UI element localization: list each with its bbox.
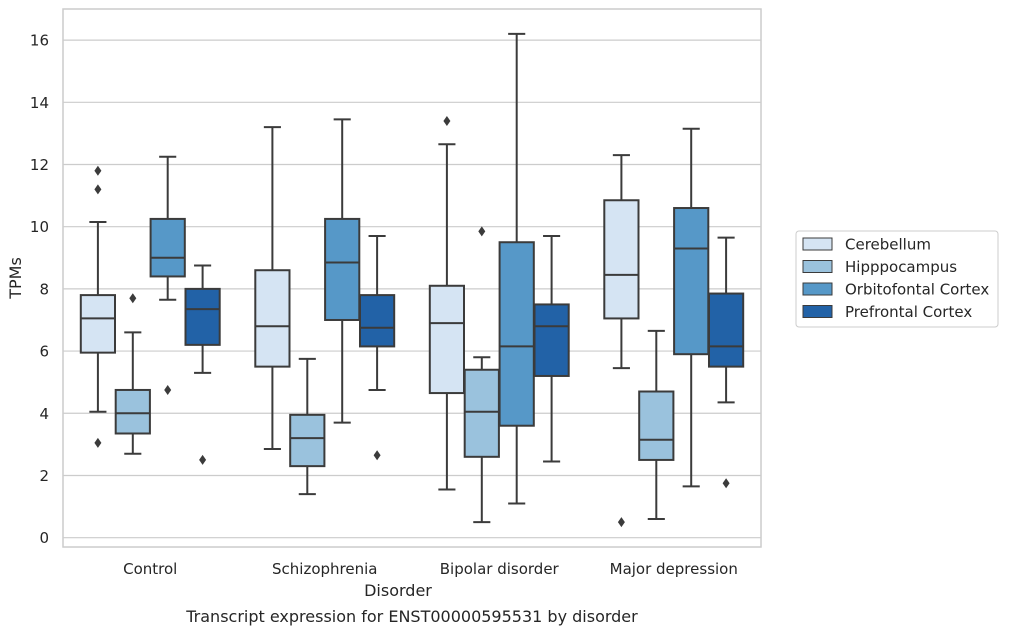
box-iqr bbox=[358, 294, 396, 348]
box-hipppocampus-3 bbox=[638, 329, 675, 521]
box-iqr bbox=[324, 217, 361, 321]
legend-label: Cerebellum bbox=[845, 236, 931, 254]
box-prefrontal-cortex-1 bbox=[358, 235, 396, 461]
plot-boxes bbox=[79, 32, 745, 528]
outlier-point bbox=[129, 293, 137, 304]
box-prefrontal-cortex-0 bbox=[184, 264, 221, 465]
legend-label: Orbitofontal Cortex bbox=[845, 281, 989, 299]
box-iqr bbox=[673, 207, 710, 356]
outlier-point bbox=[722, 478, 730, 489]
x-tick-labels: Control Schizophrenia Bipolar disorder Majo… bbox=[123, 560, 738, 578]
box-iqr bbox=[638, 390, 675, 461]
box-iqr bbox=[184, 287, 221, 346]
box-cerebellum-2 bbox=[428, 115, 466, 491]
legend-swatch bbox=[802, 260, 833, 273]
box-iqr bbox=[79, 294, 117, 354]
outlier-point bbox=[373, 450, 381, 461]
box-iqr bbox=[707, 292, 745, 368]
outlier-point bbox=[94, 437, 102, 448]
y-tick-label: 6 bbox=[39, 343, 49, 361]
outlier-point bbox=[94, 165, 102, 176]
box-hipppocampus-0 bbox=[114, 293, 151, 455]
x-tick-label: Schizophrenia bbox=[272, 560, 377, 578]
plot-frame bbox=[62, 8, 762, 548]
outlier-point bbox=[617, 517, 625, 528]
box-iqr bbox=[463, 368, 500, 458]
outlier-point bbox=[199, 454, 207, 465]
x-tick-label: Major depression bbox=[610, 560, 738, 578]
box-hipppocampus-2 bbox=[463, 226, 500, 524]
legend: Cerebellum Hipppocampus Orbitofontal Corte… bbox=[795, 230, 999, 328]
y-tick-label: 0 bbox=[39, 529, 49, 547]
box-cerebellum-3 bbox=[603, 154, 640, 528]
chart-caption: Transcript expression for ENST0000059553… bbox=[185, 607, 638, 626]
legend-label: Hipppocampus bbox=[845, 258, 957, 276]
x-tick-label: Control bbox=[123, 560, 177, 578]
y-tick-label: 4 bbox=[39, 405, 49, 423]
legend-swatch bbox=[802, 282, 833, 296]
box-hipppocampus-1 bbox=[289, 357, 326, 496]
box-prefrontal-cortex-2 bbox=[533, 235, 570, 463]
y-tick-label: 16 bbox=[30, 32, 49, 50]
box-cerebellum-0 bbox=[79, 165, 117, 448]
outlier-point bbox=[164, 384, 172, 395]
box-iqr bbox=[603, 199, 640, 320]
legend-label: Prefrontal Cortex bbox=[845, 303, 972, 321]
box-iqr bbox=[114, 388, 151, 435]
legend-swatch bbox=[802, 305, 833, 318]
box-orbitofontal-cortex-2 bbox=[498, 32, 535, 505]
outlier-point bbox=[94, 184, 102, 195]
y-tick-label: 12 bbox=[30, 156, 49, 174]
box-orbitofontal-cortex-0 bbox=[149, 155, 186, 395]
box-iqr bbox=[428, 284, 466, 395]
y-tick-label: 2 bbox=[39, 467, 49, 485]
y-tick-label: 14 bbox=[30, 94, 49, 112]
box-iqr bbox=[289, 413, 326, 468]
x-tick-label: Bipolar disorder bbox=[440, 560, 560, 578]
legend-swatch bbox=[802, 237, 833, 251]
box-orbitofontal-cortex-1 bbox=[324, 118, 361, 424]
y-axis-title: TPMs bbox=[6, 257, 25, 300]
y-tick-labels: 0 2 4 6 8 10 12 14 16 bbox=[30, 32, 49, 548]
box-iqr bbox=[498, 241, 535, 427]
legend-frame bbox=[795, 230, 999, 328]
outlier-point bbox=[443, 115, 451, 126]
x-axis-title: Disorder bbox=[364, 581, 432, 600]
box-cerebellum-1 bbox=[254, 126, 291, 451]
box-iqr bbox=[149, 217, 186, 278]
box-iqr bbox=[254, 269, 291, 368]
outlier-point bbox=[478, 226, 486, 237]
y-tick-label: 8 bbox=[39, 280, 49, 298]
box-iqr bbox=[533, 303, 570, 377]
box-orbitofontal-cortex-3 bbox=[673, 127, 710, 488]
box-prefrontal-cortex-3 bbox=[707, 236, 745, 489]
y-tick-label: 10 bbox=[30, 218, 49, 236]
